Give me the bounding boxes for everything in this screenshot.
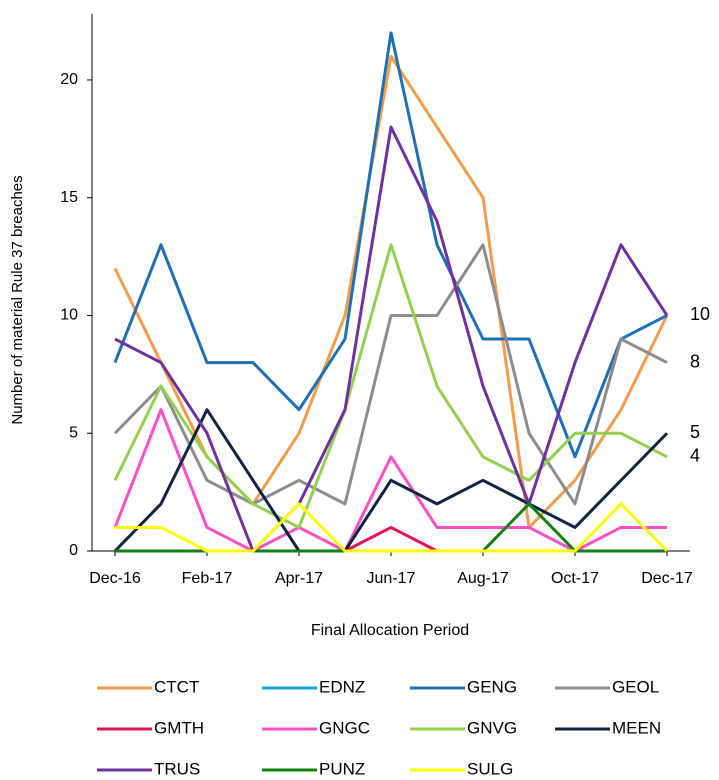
series-line — [114, 125, 669, 553]
y-axis-title: Number of material Rule 37 breaches — [9, 175, 26, 424]
legend-label: CTCT — [154, 677, 199, 696]
y-tick-label: 15 — [60, 189, 78, 206]
legend-label: SULG — [467, 759, 513, 778]
x-tick-label: Apr-17 — [275, 570, 323, 587]
series-line — [113, 31, 668, 459]
legend-label: MEEN — [612, 718, 661, 737]
legend-label: GNGC — [319, 718, 370, 737]
series-line — [113, 243, 668, 506]
x-tick-label: Oct-17 — [551, 570, 599, 587]
legend-label: GMTH — [154, 718, 204, 737]
y-tick-label: 5 — [69, 424, 78, 441]
y-tick-label: 10 — [60, 307, 78, 324]
x-tick-label: Feb-17 — [182, 570, 233, 587]
x-tick-label: Jun-17 — [367, 570, 416, 587]
y-tick-label: 0 — [69, 542, 78, 559]
legend-label: PUNZ — [319, 759, 365, 778]
end-label: 10 — [690, 304, 710, 324]
legend-label: GNVG — [467, 718, 517, 737]
legend-label: GENG — [467, 677, 517, 696]
end-label: 4 — [690, 446, 700, 466]
end-label: 8 — [690, 351, 700, 371]
y-tick-label: 20 — [60, 71, 78, 88]
x-tick-label: Aug-17 — [457, 570, 509, 587]
series-line — [113, 243, 668, 529]
x-tick-label: Dec-16 — [89, 570, 141, 587]
end-label: 5 — [690, 422, 700, 442]
series-line — [113, 408, 669, 553]
legend-label: TRUS — [154, 759, 200, 778]
x-tick-label: Dec-17 — [641, 570, 693, 587]
series-line — [115, 502, 669, 553]
x-axis-title: Final Allocation Period — [311, 622, 469, 639]
legend-label: GEOL — [612, 677, 659, 696]
legend-label: EDNZ — [319, 677, 365, 696]
